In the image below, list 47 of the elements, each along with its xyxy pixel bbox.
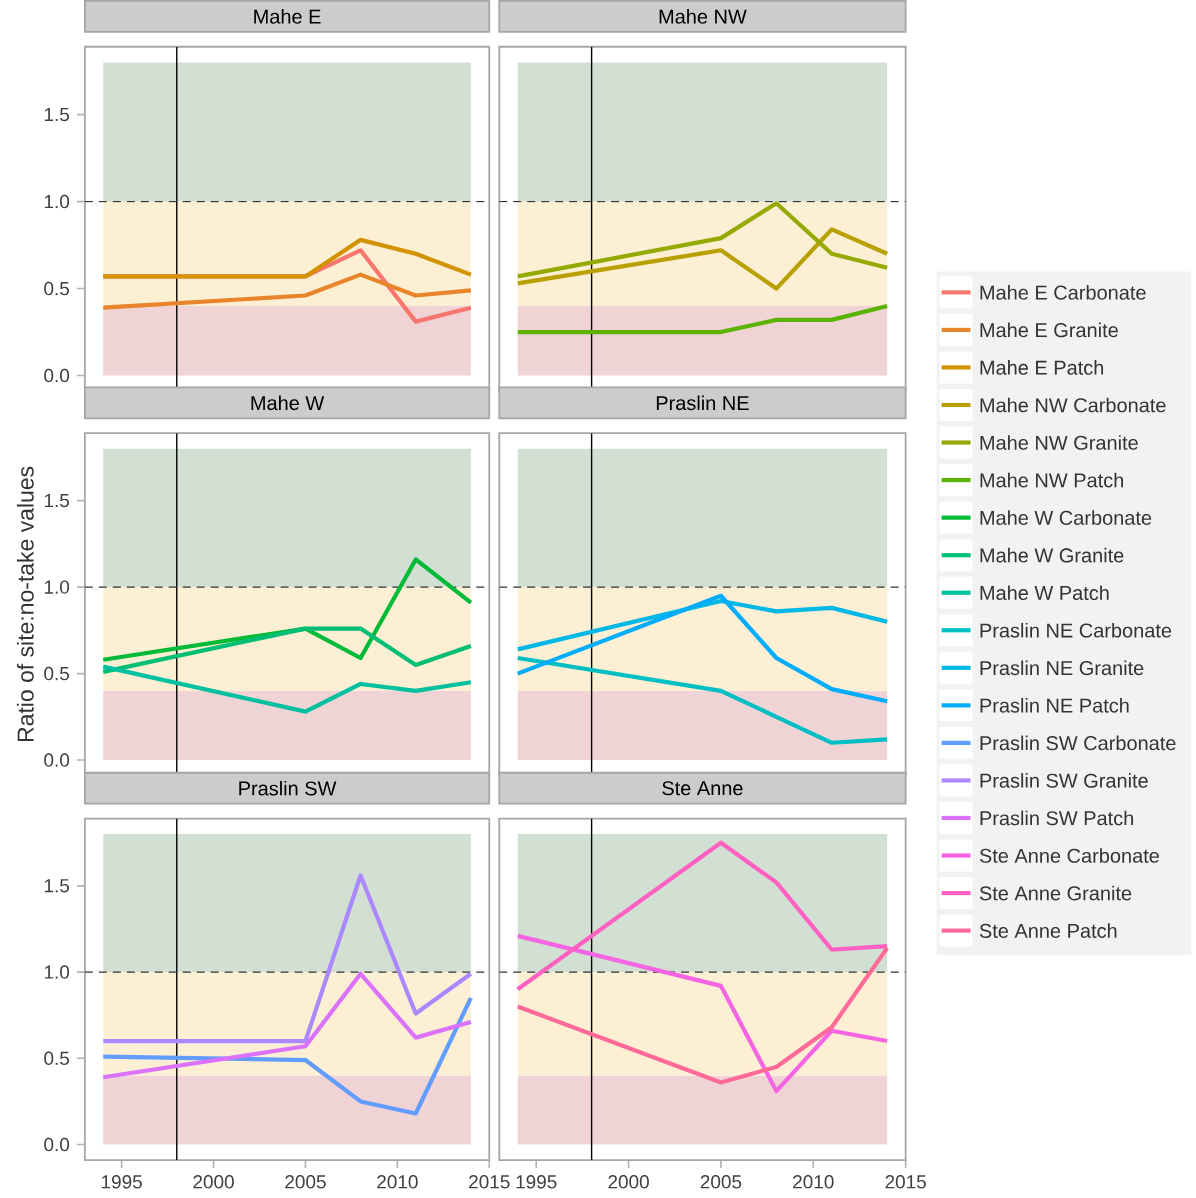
y-tick-label: 1.5 [44, 107, 69, 122]
x-tick-label: 1995 [516, 1175, 557, 1189]
legend-label: Praslin SW Carbonate [980, 735, 1176, 751]
x-tick-label: 2000 [193, 1175, 234, 1189]
y-tick-label: 0.0 [44, 368, 69, 383]
x-tick-label: 2005 [700, 1175, 742, 1189]
legend-label: Praslin NE Granite [980, 660, 1144, 676]
legend-label: Mahe E Carbonate [980, 285, 1146, 300]
y-tick-label: 1.0 [44, 965, 69, 979]
y-tick-label: 0.0 [44, 753, 69, 767]
legend-label: Mahe E Patch [980, 360, 1103, 375]
legend-label: Mahe E Granite [980, 322, 1118, 338]
legend-label: Praslin SW Patch [980, 810, 1133, 826]
x-tick-label: 1995 [101, 1175, 142, 1189]
chart-title: Ste Anne [662, 781, 743, 796]
legend-label: Ste Anne Carbonate [979, 848, 1159, 863]
legend-label: Ste Anne Granite [979, 885, 1132, 901]
x-tick-label: 2010 [377, 1175, 418, 1189]
legend-label: Ste Anne Patch [979, 923, 1117, 938]
legend-label: Praslin SW Granite [980, 773, 1148, 788]
y-tick-label: 1.5 [44, 493, 69, 508]
legend-label: Praslin NE Carbonate [980, 622, 1172, 638]
chart-title: Praslin NE [656, 395, 749, 411]
y-tick-label: 1.0 [44, 580, 69, 594]
y-tick-label: 1.5 [44, 879, 69, 893]
x-tick-label: 2010 [793, 1175, 834, 1189]
legend-label: Mahe W Carbonate [980, 510, 1152, 525]
x-tick-label: 2000 [608, 1175, 649, 1189]
y-axis-title: Ratio of site:no-take values [16, 466, 34, 742]
x-tick-label: 2015 [469, 1175, 510, 1189]
x-tick-label: 2005 [285, 1175, 326, 1189]
y-tick-label: 0.5 [44, 281, 69, 296]
legend-label: Praslin NE Patch [980, 698, 1129, 713]
y-tick-label: 0.0 [44, 1137, 69, 1152]
chart-title: Mahe W [251, 395, 325, 411]
legend-label: Mahe NW Carbonate [980, 397, 1166, 413]
chart-title: Praslin SW [239, 780, 337, 796]
y-tick-label: 1.0 [44, 194, 69, 209]
legend-label: Mahe W Patch [980, 585, 1109, 601]
chart-title: Mahe E [254, 9, 321, 24]
y-tick-label: 0.5 [44, 666, 69, 681]
chart-title: Mahe NW [659, 9, 747, 24]
legend-label: Mahe NW Granite [980, 435, 1138, 450]
legend-label: Mahe W Granite [980, 547, 1124, 563]
y-tick-label: 0.5 [44, 1051, 69, 1066]
legend-label: Mahe NW Patch [980, 472, 1123, 488]
x-tick-label: 2015 [885, 1175, 926, 1189]
